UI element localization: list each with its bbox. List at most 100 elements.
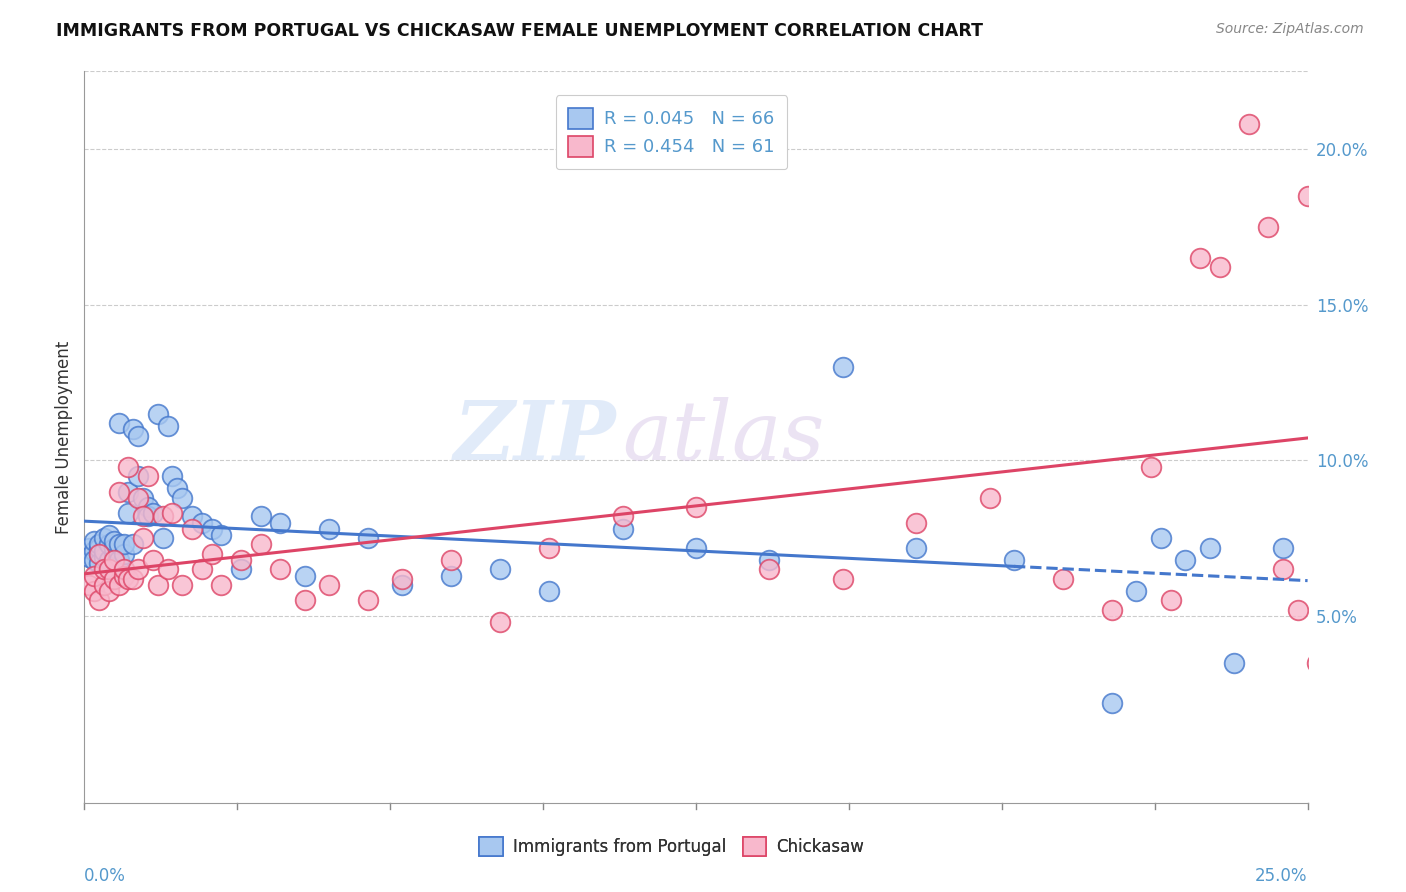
Point [1002, 553, 1025, 567]
Text: 25.0%: 25.0% [1256, 867, 1308, 885]
Text: IMMIGRANTS FROM PORTUGAL VS CHICKASAW FEMALE UNEMPLOYMENT CORRELATION CHART: IMMIGRANTS FROM PORTUGAL VS CHICKASAW FE… [56, 22, 983, 40]
Point [97, 528, 120, 542]
Point [136, 509, 159, 524]
Point [107, 416, 129, 430]
Point [77, 541, 100, 555]
Point [1140, 459, 1163, 474]
Point [83, 553, 105, 567]
Point [136, 500, 159, 515]
Point [200, 522, 222, 536]
Point [229, 553, 252, 567]
Point [1223, 656, 1246, 670]
Point [103, 572, 125, 586]
Point [162, 469, 184, 483]
Legend: Immigrants from Portugal, Chickasaw: Immigrants from Portugal, Chickasaw [468, 825, 876, 868]
Point [979, 491, 1001, 505]
Point [489, 615, 512, 630]
Point [83, 534, 105, 549]
Point [318, 578, 340, 592]
Point [93, 562, 115, 576]
Point [269, 562, 291, 576]
Point [112, 562, 135, 576]
Point [269, 516, 291, 530]
Point [132, 509, 155, 524]
Point [1272, 562, 1295, 576]
Point [87, 593, 110, 607]
Point [103, 534, 125, 549]
Point [97, 562, 120, 576]
Point [107, 553, 129, 567]
Point [1150, 531, 1173, 545]
Point [127, 491, 149, 505]
Point [97, 537, 120, 551]
Point [103, 541, 125, 555]
Point [191, 562, 214, 576]
Point [122, 422, 145, 436]
Point [122, 572, 145, 586]
Point [103, 553, 125, 567]
Point [87, 547, 110, 561]
Point [440, 568, 463, 582]
Point [1052, 572, 1074, 586]
Point [831, 572, 853, 586]
Point [357, 531, 380, 545]
Point [489, 562, 512, 576]
Point [93, 549, 115, 564]
Point [181, 522, 204, 536]
Point [166, 482, 188, 496]
Point [612, 509, 634, 524]
Point [200, 547, 222, 561]
Point [612, 522, 634, 536]
Point [87, 547, 110, 561]
Text: ZIP: ZIP [454, 397, 616, 477]
Point [685, 541, 707, 555]
Point [127, 562, 149, 576]
Point [103, 547, 125, 561]
Point [905, 516, 928, 530]
Point [1306, 656, 1329, 670]
Text: Source: ZipAtlas.com: Source: ZipAtlas.com [1216, 22, 1364, 37]
Y-axis label: Female Unemployment: Female Unemployment [55, 341, 73, 533]
Point [538, 541, 561, 555]
Point [294, 568, 316, 582]
Point [117, 506, 139, 520]
Point [1208, 260, 1230, 275]
Point [107, 484, 129, 499]
Point [127, 469, 149, 483]
Point [132, 491, 155, 505]
Point [132, 531, 155, 545]
Point [1160, 593, 1182, 607]
Point [1125, 584, 1147, 599]
Point [172, 578, 194, 592]
Point [156, 562, 179, 576]
Point [117, 572, 139, 586]
Text: 0.0%: 0.0% [84, 867, 127, 885]
Point [1257, 219, 1279, 234]
Point [1101, 696, 1123, 710]
Point [294, 593, 316, 607]
Point [117, 459, 139, 474]
Point [142, 506, 165, 520]
Point [112, 568, 135, 582]
Point [758, 553, 780, 567]
Point [249, 537, 271, 551]
Point [146, 407, 169, 421]
Point [87, 537, 110, 551]
Point [1101, 603, 1123, 617]
Point [391, 578, 413, 592]
Point [191, 516, 214, 530]
Point [136, 469, 159, 483]
Point [127, 428, 149, 442]
Point [83, 568, 105, 582]
Point [181, 509, 204, 524]
Point [97, 553, 120, 567]
Point [357, 593, 380, 607]
Point [758, 562, 780, 576]
Point [172, 491, 194, 505]
Point [1237, 117, 1260, 131]
Point [1174, 553, 1197, 567]
Point [97, 584, 120, 599]
Point [83, 584, 105, 599]
Point [1286, 603, 1309, 617]
Text: atlas: atlas [623, 397, 825, 477]
